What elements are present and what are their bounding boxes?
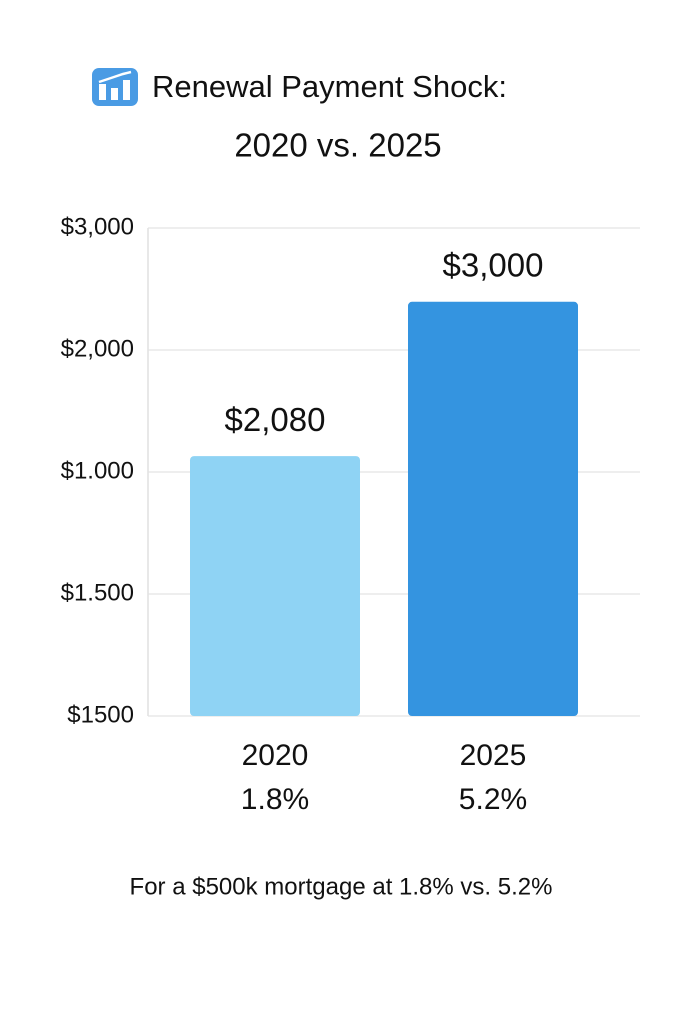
category-note: 1.8% (241, 783, 309, 816)
chart-subtitle: 2020 vs. 2025 (234, 127, 441, 164)
category-note: 5.2% (459, 783, 527, 816)
chart-title: Renewal Payment Shock: (152, 69, 507, 104)
y-tick-label: $3,000 (61, 213, 134, 240)
y-tick-label: $2,000 (61, 335, 134, 362)
x-tick-label: 2025 (460, 739, 527, 772)
y-tick-label: $1500 (67, 701, 134, 728)
value-label: $2,080 (225, 401, 326, 438)
y-tick-label: $1.500 (61, 579, 134, 606)
title-icon (92, 68, 138, 106)
bar (190, 456, 360, 716)
value-label: $3,000 (443, 247, 544, 284)
footnote: For a $500k mortgage at 1.8% vs. 5.2% (130, 873, 553, 900)
y-tick-label: $1.000 (61, 457, 134, 484)
bar (408, 301, 578, 716)
x-tick-label: 2020 (242, 739, 309, 772)
